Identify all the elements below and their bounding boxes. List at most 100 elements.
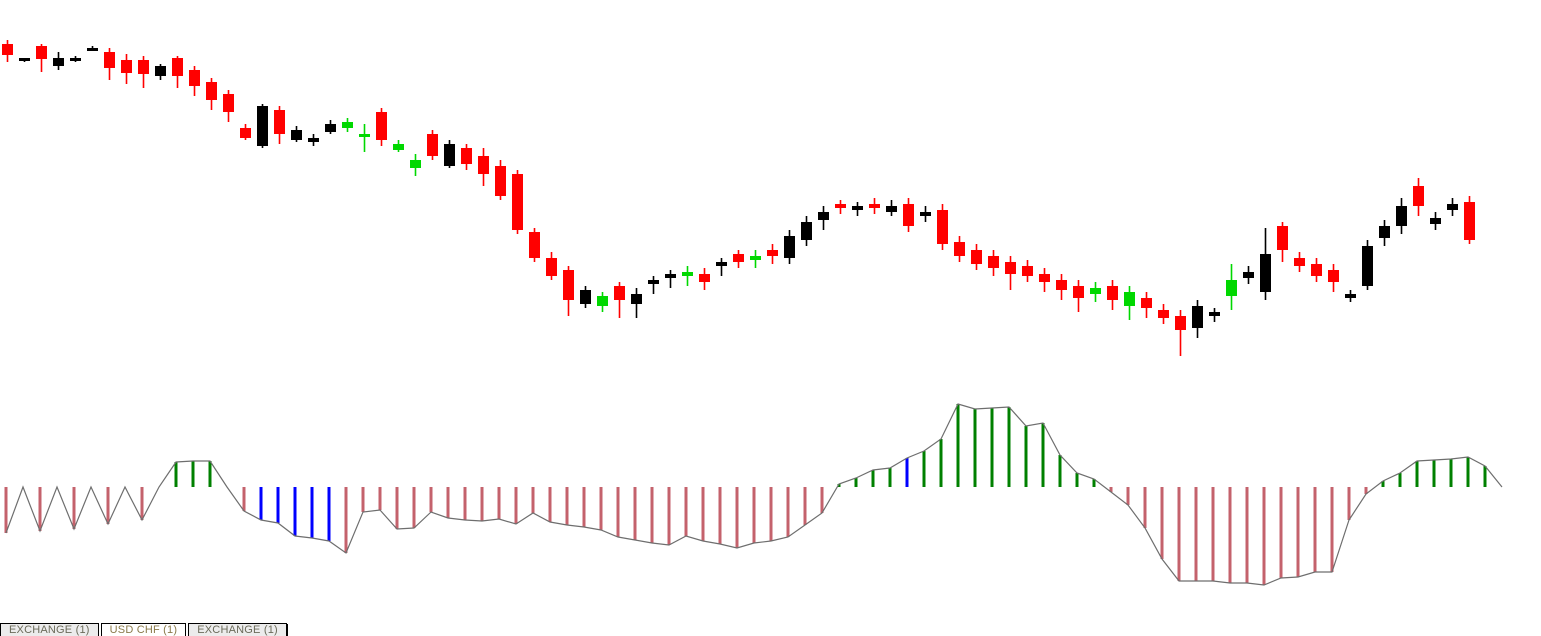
price-candlestick-pane[interactable] (0, 0, 1541, 392)
macd-histogram-bar (259, 487, 263, 520)
candle-body (53, 58, 64, 66)
macd-histogram-bar (1058, 455, 1062, 487)
macd-histogram-bar (531, 487, 535, 513)
candle-body (1056, 280, 1067, 290)
candlestick (70, 56, 81, 62)
macd-histogram-bar (497, 487, 501, 519)
macd-histogram-bar (1245, 487, 1249, 583)
candle-body (1226, 280, 1237, 296)
tab-inactive-2[interactable]: EXCHANGE (1) (188, 623, 287, 636)
macd-histogram-bar (514, 487, 518, 524)
candlestick (1107, 280, 1118, 310)
candlestick (529, 228, 540, 262)
candle-body (1396, 206, 1407, 226)
macd-indicator-pane[interactable] (0, 392, 1541, 620)
tab-divider (286, 624, 288, 636)
tab-label: EXCHANGE (1) (9, 624, 90, 636)
candle-body (988, 256, 999, 268)
macd-histogram-bar (293, 487, 297, 536)
candlestick (699, 268, 710, 290)
candlestick (1022, 260, 1033, 282)
candlestick (495, 160, 506, 200)
macd-histogram-bar (582, 487, 586, 527)
candlestick (1243, 266, 1254, 284)
macd-histogram-bar (735, 487, 739, 548)
candlestick (682, 266, 693, 286)
candlestick (461, 144, 472, 170)
candlestick (546, 252, 557, 280)
price-chart-canvas[interactable] (0, 0, 1541, 392)
macd-histogram-bar (786, 487, 790, 537)
candlestick (2, 40, 13, 62)
macd-histogram-bar (1449, 459, 1453, 487)
candlestick (1175, 310, 1186, 356)
macd-histogram-bar (72, 487, 76, 529)
candle-body (1039, 274, 1050, 282)
macd-histogram-bar (1075, 473, 1079, 487)
candle-body (920, 212, 931, 216)
candle-body (886, 206, 897, 212)
candle-body (138, 60, 149, 74)
candle-body (240, 128, 251, 138)
candle-body (954, 242, 965, 256)
macd-histogram-bar (684, 487, 688, 536)
candle-body (682, 272, 693, 276)
macd-histogram-bar (1024, 426, 1028, 487)
macd-histogram-bar (973, 409, 977, 487)
candle-body (716, 262, 727, 266)
candle-body (852, 206, 863, 210)
candle-body (563, 270, 574, 300)
candle-body (1260, 254, 1271, 292)
candlestick (835, 200, 846, 214)
macd-histogram-bar (1415, 461, 1419, 487)
macd-histogram-bar (1347, 487, 1351, 520)
candlestick (1464, 196, 1475, 244)
macd-histogram-bar (4, 487, 8, 533)
macd-histogram-bar (548, 487, 552, 522)
macd-histogram-bar (1109, 487, 1113, 492)
candle-body (1073, 286, 1084, 298)
candle-body (393, 144, 404, 150)
candle-body (1447, 204, 1458, 210)
candlestick (359, 124, 370, 152)
tab-strip[interactable]: EXCHANGE (1) USD CHF (1) EXCHANGE (1) (0, 622, 288, 636)
candle-body (665, 274, 676, 278)
candle-body (869, 204, 880, 208)
macd-histogram-bar (1143, 487, 1147, 528)
candlestick (1328, 264, 1339, 292)
candlestick (1430, 212, 1441, 230)
candlestick (1345, 290, 1356, 302)
macd-histogram-bar (480, 487, 484, 521)
candlestick (121, 54, 132, 84)
macd-histogram-bar (990, 408, 994, 487)
tab-active-1[interactable]: USD CHF (1) (100, 623, 187, 636)
macd-histogram-bar (1160, 487, 1164, 559)
candle-body (410, 160, 421, 168)
macd-chart-canvas[interactable] (0, 392, 1541, 620)
candle-body (1141, 298, 1152, 308)
candle-body (1311, 264, 1322, 276)
macd-histogram-bar (1177, 487, 1181, 581)
candlestick (19, 58, 30, 62)
macd-histogram-bar (956, 404, 960, 487)
candlestick (614, 282, 625, 318)
macd-histogram-bar (667, 487, 671, 545)
candlestick (427, 130, 438, 160)
candle-body (1005, 262, 1016, 274)
tab-inactive-0[interactable]: EXCHANGE (1) (0, 623, 99, 636)
candlestick (291, 126, 302, 142)
macd-histogram-bar (395, 487, 399, 529)
candle-body (1413, 186, 1424, 206)
candlestick (767, 244, 778, 264)
candlestick (325, 120, 336, 134)
candlestick (1362, 240, 1373, 290)
macd-histogram-bar (854, 478, 858, 487)
macd-histogram-bar (1364, 487, 1368, 494)
candle-body (495, 166, 506, 196)
candlestick (274, 106, 285, 144)
macd-histogram-bar (38, 487, 42, 531)
candlestick (308, 134, 319, 146)
macd-histogram-bar (599, 487, 603, 530)
candlestick (1158, 304, 1169, 324)
candle-body (70, 58, 81, 61)
